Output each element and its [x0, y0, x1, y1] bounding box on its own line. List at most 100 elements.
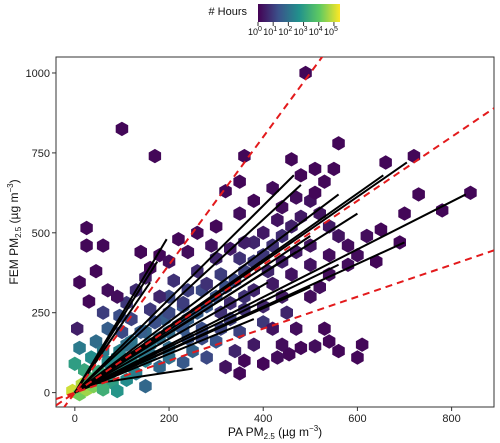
hexbin-74: [257, 225, 270, 240]
hexbin-119: [89, 264, 103, 279]
hexbin-91: [464, 185, 477, 200]
x-tick-label-4: 800: [442, 413, 460, 425]
reference-line-1: [56, 107, 494, 407]
hexbin-52: [139, 379, 152, 394]
hexbin-139: [308, 339, 322, 354]
hexbin-59: [89, 334, 103, 349]
hexbin-62: [96, 305, 110, 320]
fit-line-13: [74, 263, 340, 394]
hexbin-140: [322, 334, 336, 349]
hexbin-76: [275, 200, 289, 215]
fit-line-4: [74, 184, 302, 394]
hexbin-113: [219, 184, 232, 199]
hexbin-106: [238, 148, 251, 164]
hexbin-116: [80, 238, 93, 253]
hexbin-148: [233, 366, 246, 381]
y-tick-label-2: 500: [32, 228, 50, 240]
hexbin-129: [285, 267, 298, 282]
hexbin-143: [275, 337, 289, 352]
hexbin-31: [214, 267, 228, 282]
hexbin-147: [219, 359, 232, 375]
hexbin-114: [82, 294, 96, 309]
hexbin-75: [271, 212, 284, 228]
legend-tick-label-0: 100: [248, 26, 262, 37]
hexbin-54: [111, 383, 124, 399]
legend-colorbar: [258, 4, 340, 22]
y-axis-title: FEM PM2.5 (µg m−3): [6, 179, 23, 284]
hexbin-86: [398, 206, 411, 221]
hexbin-111: [327, 161, 341, 177]
hexbin-108: [115, 121, 129, 137]
x-tick-label-2: 400: [254, 413, 272, 425]
legend: # Hours 100 101 102 103 104 105: [208, 4, 340, 37]
hexbin-53: [96, 382, 110, 397]
hexbin-96: [266, 180, 279, 196]
hexbin-77: [290, 190, 303, 205]
hexbin-109: [308, 185, 322, 200]
hexbin-48: [200, 350, 213, 365]
hexbin-89: [412, 187, 425, 202]
legend-tick-label-2: 102: [278, 26, 292, 37]
hexbin-105: [148, 148, 162, 164]
hexbin-149: [271, 350, 284, 365]
hexbin-158: [144, 302, 157, 317]
hexbin-40: [162, 350, 176, 365]
hexbin-104: [134, 244, 147, 260]
hexbin-85: [374, 222, 388, 237]
reference-lines: [56, 57, 494, 407]
fit-line-1: [73, 238, 168, 394]
legend-title: # Hours: [208, 6, 247, 18]
reference-line-2: [56, 249, 494, 400]
fit-line-18: [98, 367, 193, 385]
reference-line-0: [62, 57, 324, 407]
hexbin-112: [233, 174, 246, 189]
hexbin-95: [285, 152, 298, 167]
fit-line-5: [74, 193, 340, 394]
legend-ticks: 100 101 102 103 104 105: [248, 22, 338, 37]
y-tick-label-3: 750: [32, 148, 50, 160]
hexbin-145: [247, 337, 260, 352]
hexbin-58: [73, 340, 86, 356]
hexbin-115: [80, 220, 93, 236]
hexbin-124: [181, 244, 195, 260]
hexbin-132: [341, 257, 355, 272]
y-tick-label-4: 1000: [26, 68, 50, 80]
hexbin-142: [282, 347, 296, 362]
hexbin-66: [162, 289, 176, 304]
hexbin-122: [71, 321, 84, 336]
hexbin-56: [68, 356, 82, 371]
hexbin-38: [285, 219, 298, 234]
legend-tick-label-1: 101: [263, 26, 277, 37]
hexbin-154: [238, 353, 251, 368]
hexbin-123: [162, 254, 176, 269]
hexbin-45: [280, 305, 293, 320]
hexbin-146: [228, 343, 242, 359]
hexbin-68: [167, 273, 180, 288]
hexbin-72: [205, 238, 218, 253]
hexbin-37: [247, 235, 260, 250]
x-axis-title: PA PM2.5 (µg m−3): [228, 424, 322, 441]
hexbin-155: [257, 356, 270, 371]
hexbin-138: [294, 340, 308, 356]
hexbin-42: [209, 334, 223, 349]
hexbin-41: [186, 343, 199, 359]
hexbin-137: [304, 289, 317, 304]
hexbin-82: [341, 238, 355, 253]
fit-line-12: [74, 193, 467, 394]
hexbin-141: [332, 343, 345, 359]
fit-line-16: [74, 286, 311, 394]
hexbin-88: [379, 155, 392, 170]
hexbin-84: [360, 228, 374, 244]
hexbin-44: [257, 315, 270, 330]
hexbin-160: [148, 315, 162, 330]
legend-tick-label-4: 104: [309, 26, 323, 37]
hexbin-94: [294, 168, 308, 183]
fit-line-11: [74, 281, 269, 394]
x-tick-label-0: 0: [72, 413, 78, 425]
legend-tick-label-5: 105: [324, 26, 338, 37]
hexbin-118: [111, 289, 124, 304]
hexbin-110: [318, 174, 331, 189]
hexbin-128: [266, 276, 279, 292]
hexbin-97: [247, 193, 260, 208]
